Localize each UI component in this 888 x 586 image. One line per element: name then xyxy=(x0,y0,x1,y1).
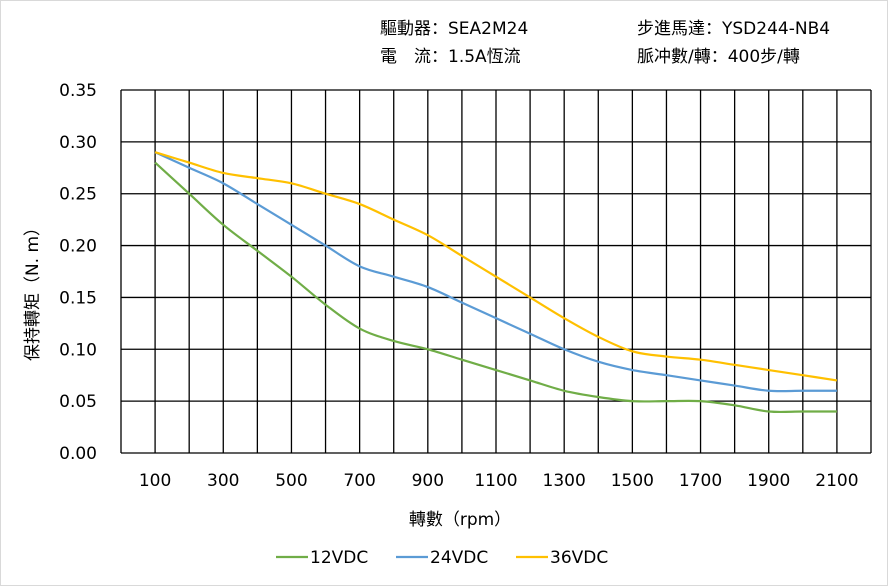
y-tick-label: 0.20 xyxy=(59,237,97,257)
x-tick-label: 300 xyxy=(207,471,239,491)
x-tick-label: 500 xyxy=(275,471,307,491)
y-tick-label: 0.05 xyxy=(59,392,97,412)
legend-label-24vdc: 24VDC xyxy=(430,548,488,568)
x-tick-label: 1100 xyxy=(474,471,517,491)
x-tick-label: 700 xyxy=(343,471,375,491)
current-label: 電 流：1.5A恆流 xyxy=(380,47,521,67)
x-tick-label: 1300 xyxy=(543,471,586,491)
pulses-label: 脈冲數/轉：400步/轉 xyxy=(637,47,800,67)
y-tick-label: 0.25 xyxy=(59,185,97,205)
y-tick-label: 0.15 xyxy=(59,288,97,308)
x-tick-label: 1500 xyxy=(611,471,654,491)
series-line-12vdc xyxy=(154,161,837,414)
driver-label: 驅動器：SEA2M24 xyxy=(380,19,529,39)
y-tick-label: 0.00 xyxy=(59,444,97,464)
y-tick-label: 0.10 xyxy=(59,340,97,360)
motor-label: 步進馬達：YSD244-NB4 xyxy=(637,19,831,39)
series-line-36vdc xyxy=(154,151,838,382)
y-axis-label: 保持轉矩（N. m） xyxy=(23,219,43,361)
x-tick-label: 2100 xyxy=(815,471,858,491)
legend-label-36vdc: 36VDC xyxy=(550,548,608,568)
x-axis-label: 轉數（rpm） xyxy=(409,510,511,530)
legend-label-12vdc: 12VDC xyxy=(310,548,368,568)
series-line-24vdc xyxy=(154,151,837,393)
x-tick-label: 1900 xyxy=(747,471,790,491)
y-tick-label: 0.30 xyxy=(59,133,97,153)
y-tick-label: 0.35 xyxy=(59,81,97,101)
x-tick-label: 100 xyxy=(139,471,171,491)
x-tick-label: 900 xyxy=(412,471,444,491)
x-tick-label: 1700 xyxy=(679,471,722,491)
